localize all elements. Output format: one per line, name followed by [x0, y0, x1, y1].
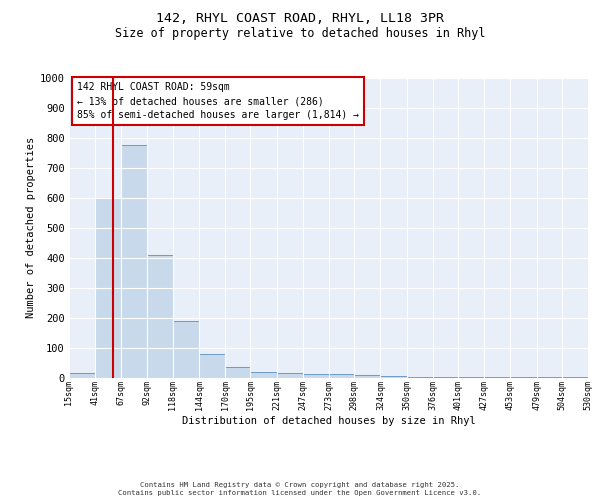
Bar	[250, 372, 277, 378]
Text: 142 RHYL COAST ROAD: 59sqm
← 13% of detached houses are smaller (286)
85% of sem: 142 RHYL COAST ROAD: 59sqm ← 13% of deta…	[77, 82, 359, 120]
Bar	[225, 367, 250, 378]
Bar	[277, 373, 303, 378]
Bar	[146, 254, 173, 378]
Bar	[121, 145, 146, 378]
Bar	[407, 376, 433, 378]
Bar	[95, 198, 121, 378]
Bar	[380, 376, 407, 378]
Bar	[329, 374, 354, 378]
Text: Contains HM Land Registry data © Crown copyright and database right 2025.
Contai: Contains HM Land Registry data © Crown c…	[118, 482, 482, 496]
Bar	[173, 320, 199, 378]
Bar	[433, 377, 458, 378]
Bar	[199, 354, 225, 378]
Bar	[303, 374, 329, 378]
Bar	[354, 375, 380, 378]
Text: 142, RHYL COAST ROAD, RHYL, LL18 3PR: 142, RHYL COAST ROAD, RHYL, LL18 3PR	[156, 12, 444, 26]
Y-axis label: Number of detached properties: Number of detached properties	[26, 137, 35, 318]
Bar	[69, 373, 95, 378]
Text: Size of property relative to detached houses in Rhyl: Size of property relative to detached ho…	[115, 28, 485, 40]
X-axis label: Distribution of detached houses by size in Rhyl: Distribution of detached houses by size …	[182, 416, 475, 426]
